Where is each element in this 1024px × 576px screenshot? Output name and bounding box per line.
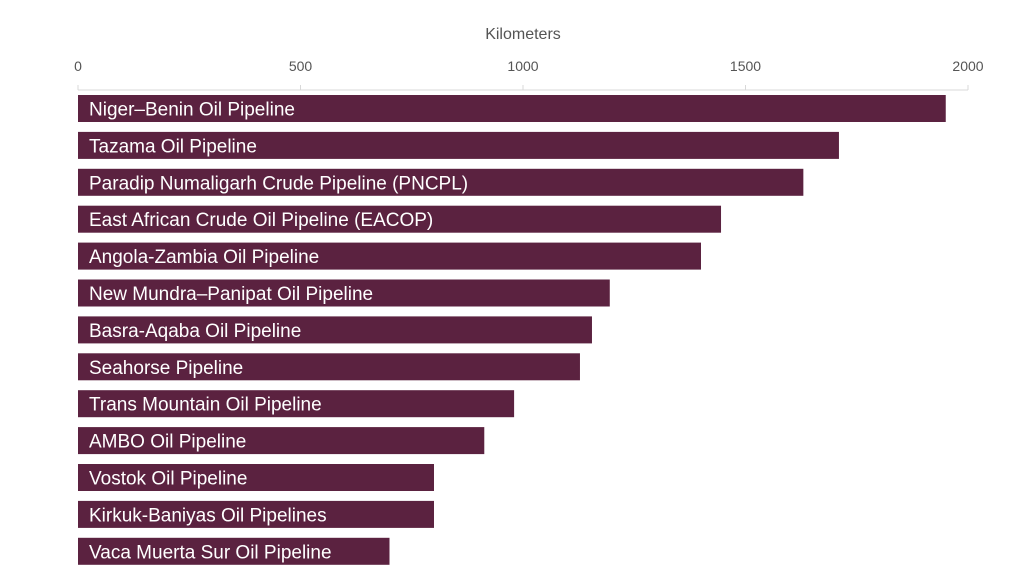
bar-label: Niger–Benin Oil Pipeline [89, 100, 295, 121]
x-tick-label: 500 [289, 58, 313, 74]
bar-label: Angola-Zambia Oil Pipeline [89, 247, 319, 268]
x-axis-ticks: 0 500 1000 1500 2000 [74, 58, 984, 90]
bar-label: East African Crude Oil Pipeline (EACOP) [89, 210, 433, 231]
bar-label: Kirkuk-Baniyas Oil Pipelines [89, 505, 327, 526]
bar [78, 168, 804, 196]
bar [78, 390, 515, 418]
bar [78, 353, 580, 381]
x-tick-label: 1500 [730, 58, 761, 74]
bar-label: Trans Mountain Oil Pipeline [89, 395, 322, 416]
bar-label: New Mundra–Panipat Oil Pipeline [89, 284, 373, 305]
x-axis-title: Kilometers [485, 26, 561, 43]
bar [78, 279, 610, 307]
bar [78, 242, 701, 270]
bar [78, 464, 434, 491]
bar [78, 427, 485, 455]
bar-label: Vaca Muerta Sur Oil Pipeline [89, 542, 332, 563]
bar [78, 537, 390, 565]
bar [78, 500, 434, 528]
bar [78, 131, 839, 159]
x-tick-label: 1000 [507, 58, 538, 74]
bar [78, 95, 946, 122]
bar-label: Paradip Numaligarh Crude Pipeline (PNCPL… [89, 173, 468, 194]
bar-label: Tazama Oil Pipeline [89, 136, 257, 157]
x-tick-label: 2000 [952, 58, 983, 74]
bars-group: Niger–Benin Oil Pipeline Tazama Oil Pipel… [78, 95, 946, 565]
bar-label: Seahorse Pipeline [89, 358, 243, 379]
bar-label: Basra-Aqaba Oil Pipeline [89, 321, 301, 342]
bar [78, 205, 722, 233]
bar-label: Vostok Oil Pipeline [89, 469, 247, 490]
bar [78, 316, 592, 344]
x-tick-label: 0 [74, 58, 82, 74]
bar-label: AMBO Oil Pipeline [89, 432, 246, 453]
